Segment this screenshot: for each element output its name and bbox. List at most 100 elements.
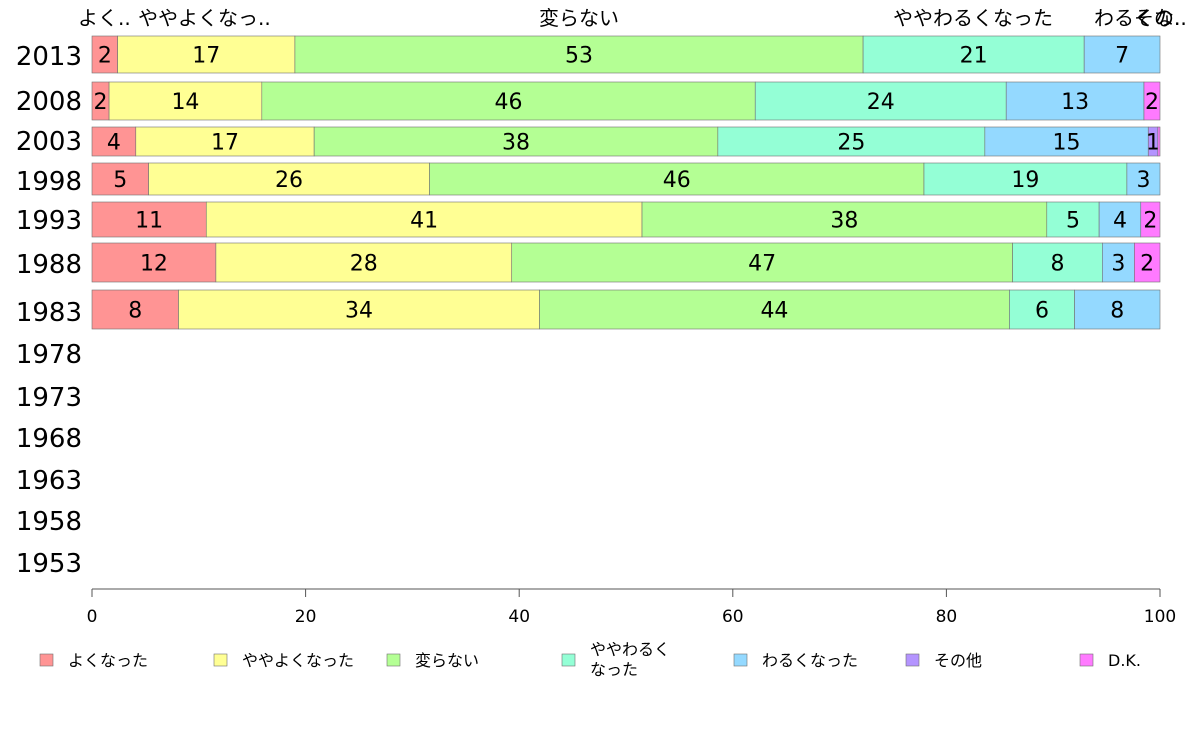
legend-item-2: 変らない	[386, 651, 479, 670]
bar-segment-1988-4	[1102, 242, 1135, 283]
x-tick-label-0: 0	[87, 607, 98, 627]
bar-row-2013: 2 17 53 21 7	[91, 35, 1161, 74]
legend-swatch-6	[1079, 653, 1094, 667]
legend-item-6: D.K.	[1079, 651, 1141, 670]
legend-item-4: わるくなった	[733, 651, 858, 670]
bar-segment-1983-4	[1074, 289, 1161, 330]
bar-segment-2003-4	[984, 126, 1149, 157]
data-label-1983-1: 34	[345, 299, 373, 324]
data-label-1993-6: 2	[1143, 209, 1157, 234]
year-label-2013: 2013	[16, 42, 82, 72]
year-label-1973: 1973	[16, 383, 82, 413]
data-label-1983-3: 6	[1035, 299, 1049, 324]
bar-segment-2013-1	[117, 35, 296, 74]
bar-segment-2008-2	[261, 81, 756, 121]
data-label-1988-3: 8	[1050, 252, 1064, 277]
top-category-labels: よく.. ややよくなっ.. 変らない ややわるくなった わるくな..その..	[78, 6, 1187, 30]
data-label-1993-3: 5	[1066, 209, 1080, 234]
bar-segment-2008-1	[108, 81, 263, 121]
legend-label-0: よくなった	[68, 651, 148, 670]
legend-swatch-3	[561, 653, 576, 667]
data-label-2013-0: 2	[98, 44, 112, 69]
bar-segment-1993-6	[1140, 201, 1161, 238]
legend-swatch-5	[905, 653, 920, 667]
data-label-2008-1: 14	[171, 90, 199, 115]
data-label-1993-4: 4	[1113, 209, 1127, 234]
bar-segment-1983-0	[91, 289, 179, 330]
x-tick-label-20: 20	[295, 607, 317, 627]
bar-segment-1998-3	[923, 162, 1128, 196]
data-label-1998-3: 19	[1011, 168, 1039, 193]
data-label-1983-2: 44	[760, 299, 788, 324]
bar-segment-2003-0	[91, 126, 137, 157]
bar-row-2003: 4 17 38 25 15 1	[91, 126, 1161, 157]
legend-item-3: ややわるくなった	[561, 640, 670, 679]
data-label-2013-4: 7	[1115, 44, 1129, 69]
bar-segment-2013-3	[862, 35, 1085, 74]
bar-segment-1998-0	[91, 162, 149, 196]
data-label-1988-0: 12	[140, 252, 168, 277]
year-label-2008: 2008	[16, 87, 82, 117]
bar-segment-2013-2	[294, 35, 864, 74]
bar-segment-2003-6	[1157, 126, 1161, 157]
data-label-2003-4: 15	[1053, 131, 1081, 156]
legend-swatch-2	[386, 653, 401, 667]
legend-label-4: わるくなった	[762, 651, 858, 670]
data-label-2008-2: 46	[495, 90, 523, 115]
legend-label-6: D.K.	[1108, 651, 1141, 670]
data-label-1998-0: 5	[113, 168, 127, 193]
top-category-label-3: ややわるくなった	[893, 6, 1053, 30]
top-category-label-2: 変らない	[539, 6, 619, 30]
bar-segment-1998-4	[1126, 162, 1161, 196]
data-label-2008-4: 13	[1061, 90, 1089, 115]
bar-segment-2013-4	[1083, 35, 1161, 74]
year-label-1993: 1993	[16, 206, 82, 236]
data-label-1988-1: 28	[350, 252, 378, 277]
data-label-2008-0: 2	[94, 90, 108, 115]
bar-segment-1998-1	[148, 162, 430, 196]
legend-swatch-4	[733, 653, 748, 667]
bar-row-1998: 5 26 46 19 3	[91, 162, 1161, 196]
data-label-1998-4: 3	[1136, 168, 1150, 193]
bar-segment-1993-1	[205, 201, 643, 238]
year-label-1958: 1958	[16, 507, 82, 537]
data-label-2008-6: 2	[1145, 90, 1159, 115]
top-category-label-5: その..	[1134, 6, 1187, 30]
data-label-2013-3: 21	[960, 44, 988, 69]
data-label-1993-0: 11	[135, 209, 163, 234]
year-label-1963: 1963	[16, 466, 82, 496]
bar-segment-1993-4	[1098, 201, 1142, 238]
legend-item-5: その他	[905, 651, 982, 670]
legend-label-5: その他	[934, 651, 982, 670]
year-label-1988: 1988	[16, 250, 82, 280]
data-label-2003-2: 38	[502, 131, 530, 156]
data-label-1983-0: 8	[128, 299, 142, 324]
data-label-2003-5: 1	[1146, 131, 1160, 156]
data-label-1988-4: 3	[1111, 252, 1125, 277]
data-label-1988-6: 2	[1140, 252, 1154, 277]
top-category-label-1: ややよくなっ..	[138, 6, 271, 30]
bar-segment-2003-1	[135, 126, 315, 157]
legend-label-1: ややよくなった	[242, 651, 354, 670]
data-label-1983-4: 8	[1110, 299, 1124, 324]
legend-item-0: よくなった	[39, 651, 148, 670]
x-tick-label-40: 40	[508, 607, 530, 627]
data-label-2003-3: 25	[837, 131, 865, 156]
year-label-1978: 1978	[16, 340, 82, 370]
bar-row-2008: 2 14 46 24 13 2	[91, 81, 1161, 121]
legend-item-1: ややよくなった	[213, 651, 354, 670]
data-label-2008-3: 24	[867, 90, 895, 115]
bar-row-1983: 8 34 44 6 8	[91, 289, 1161, 330]
year-label-1953: 1953	[16, 549, 82, 579]
bar-segment-1993-3	[1046, 201, 1100, 238]
legend-swatch-0	[39, 653, 54, 667]
x-tick-label-80: 80	[936, 607, 958, 627]
legend-swatch-1	[213, 653, 228, 667]
top-category-label-4: わるくな..	[1094, 6, 1187, 30]
legend-label-3: ややわるくなった	[590, 640, 670, 679]
x-axis: 0 20 40 60 80 100	[87, 588, 1176, 627]
bar-segment-1993-0	[91, 201, 207, 238]
data-label-2003-1: 17	[211, 131, 239, 156]
x-tick-label-60: 60	[722, 607, 744, 627]
bars: 2 17 53 21 72 14 46 24 13 24 17 38 25 15 15 26 46 19 311 41…	[91, 35, 1161, 330]
